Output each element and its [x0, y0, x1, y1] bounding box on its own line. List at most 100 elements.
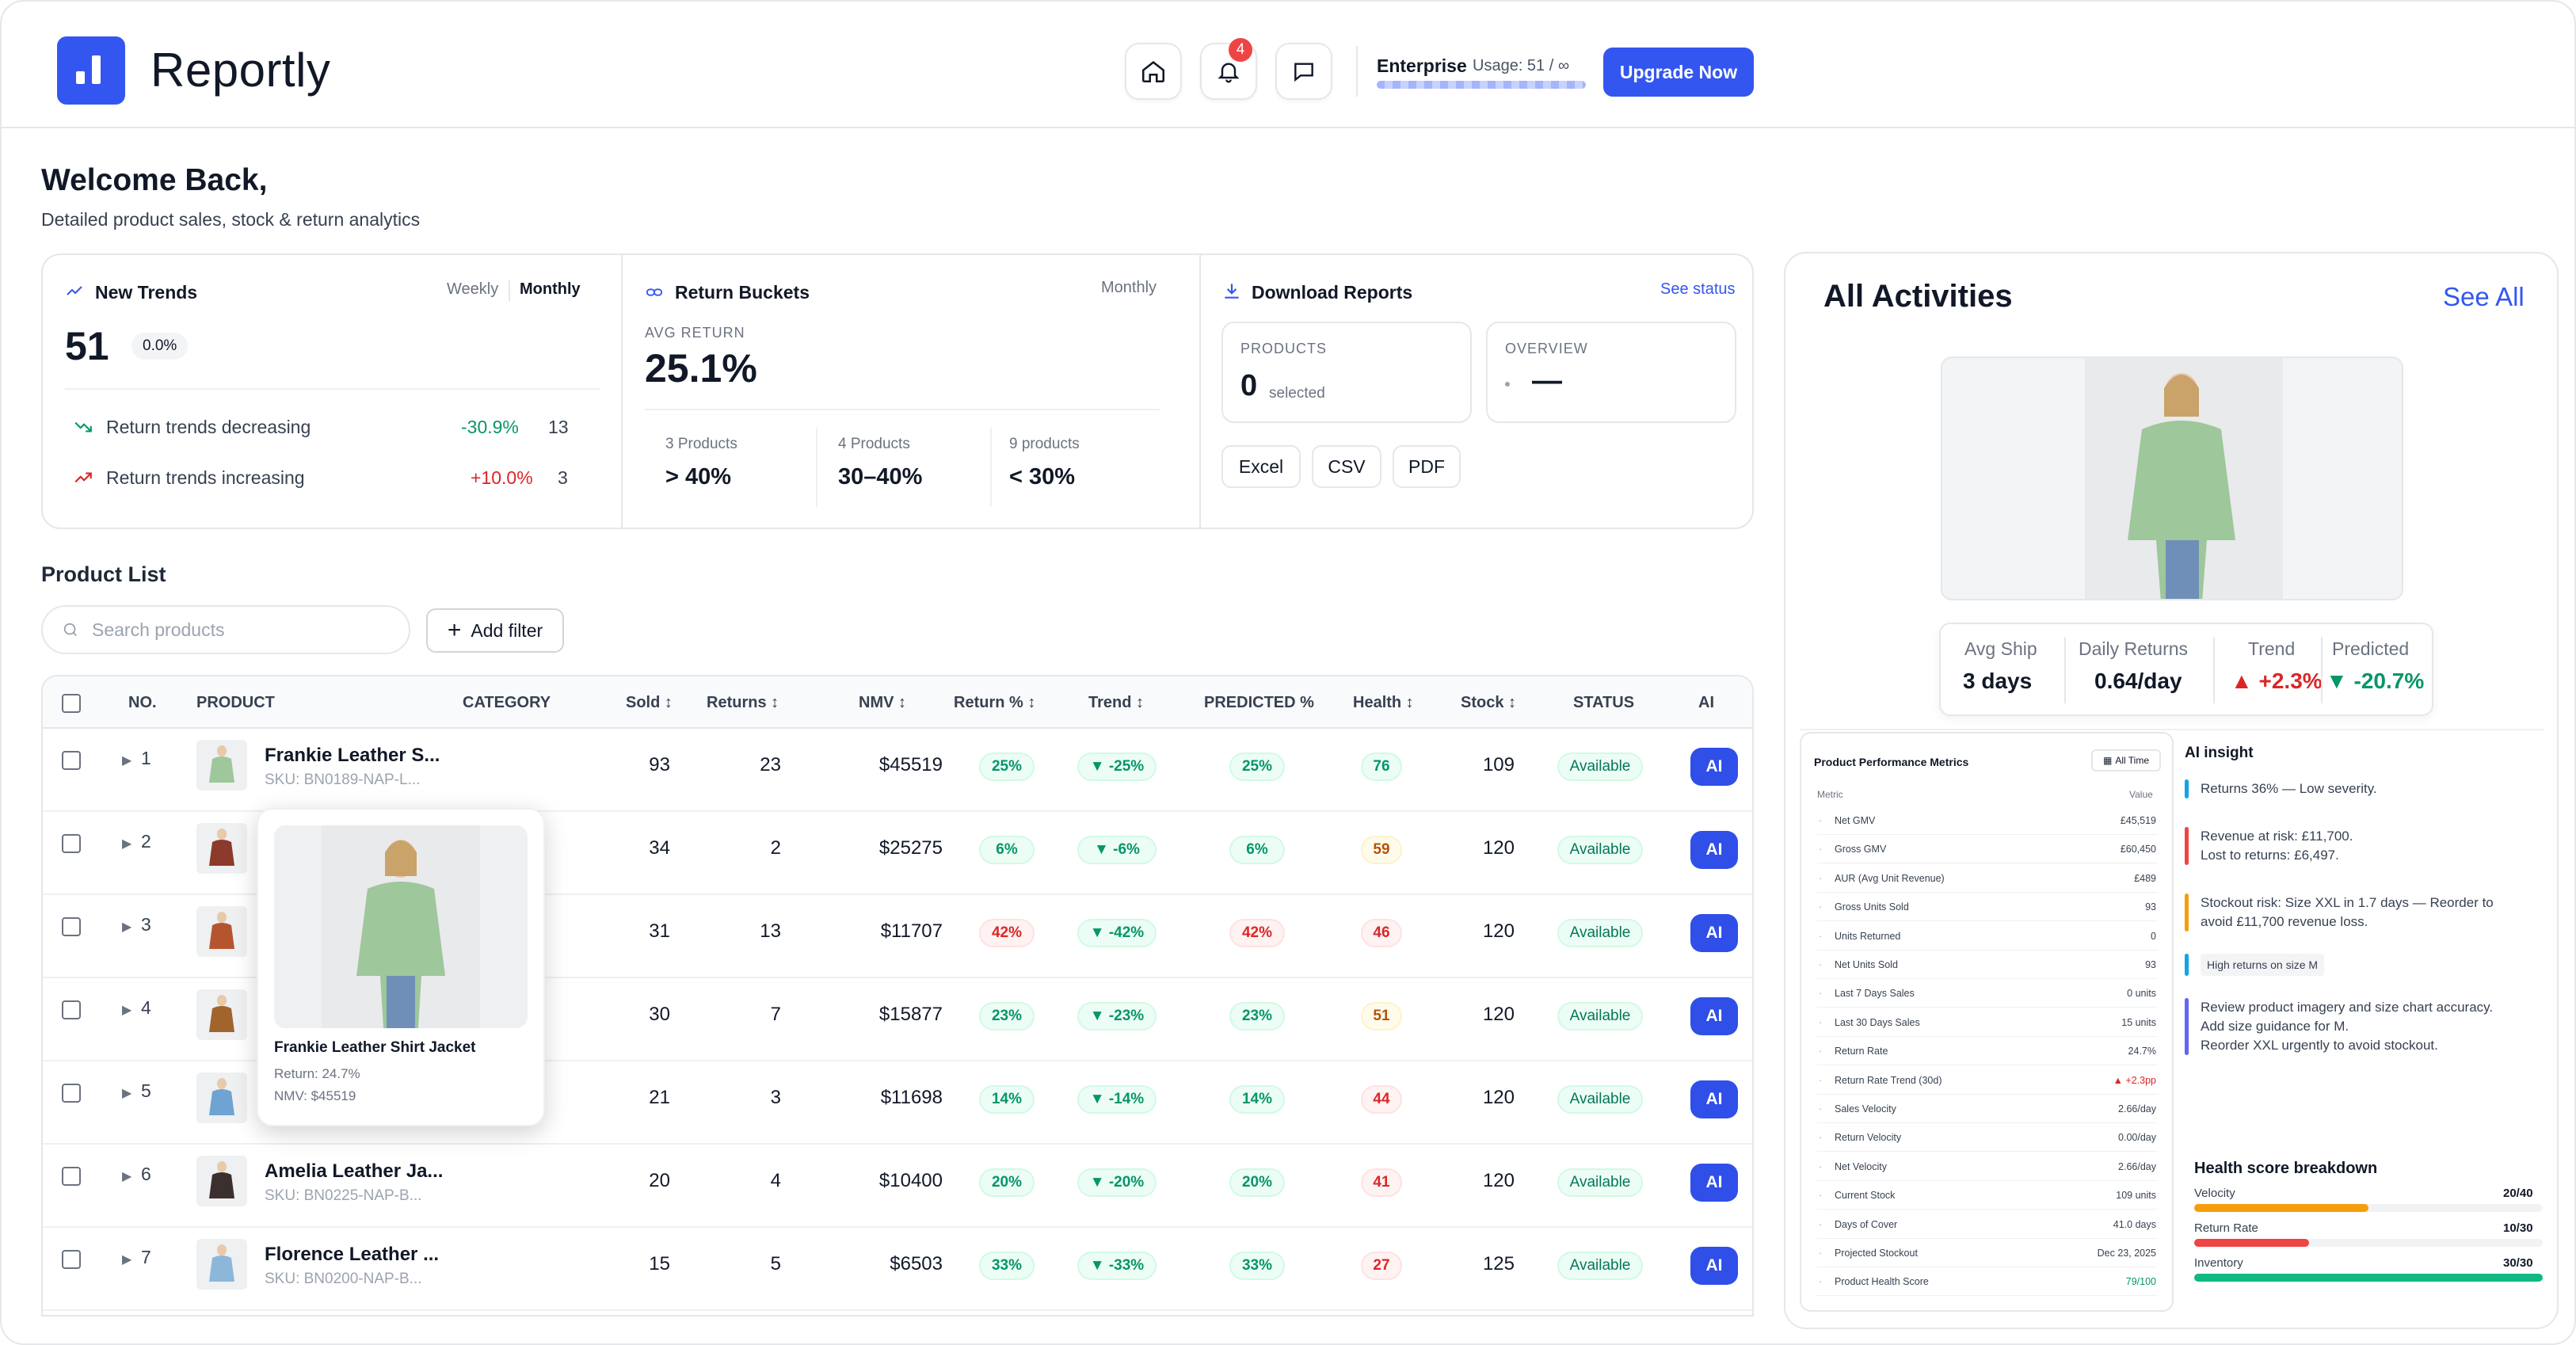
table-row[interactable]: ▶ 6 Amelia Leather Ja... SKU: BN0225-NAP…: [43, 1145, 1752, 1228]
ai-insight-title: AI insight: [2185, 745, 2254, 761]
sold-value: 93: [649, 754, 670, 775]
ai-button[interactable]: AI: [1690, 1247, 1738, 1285]
bullet-icon: ·: [1819, 1046, 1823, 1057]
messages-button[interactable]: [1275, 43, 1332, 100]
download-icon: [1225, 284, 1239, 299]
toggle-weekly[interactable]: Weekly: [447, 280, 499, 298]
search-placeholder: Search products: [92, 619, 225, 640]
select-all-checkbox[interactable]: [62, 694, 81, 713]
table-row[interactable]: ▶ 4 30 7 $15877 23% ▼ -23% 23% 51 120 Av…: [43, 978, 1752, 1061]
col-health[interactable]: Health ↕: [1353, 694, 1414, 711]
ai-button[interactable]: AI: [1690, 831, 1738, 869]
product-thumbnail: [196, 1239, 247, 1290]
metric-name: Last 7 Days Sales: [1835, 988, 1915, 1000]
trend-line-icon: [67, 286, 82, 295]
table-row[interactable]: ▶ 5 21 3 $11698 14% ▼ -14% 14% 44 120 Av…: [43, 1061, 1752, 1145]
product-hover-card: Frankie Leather Shirt Jacket Return: 24.…: [257, 808, 545, 1126]
col-returns[interactable]: Returns ↕: [707, 694, 779, 711]
row-checkbox[interactable]: [62, 1167, 81, 1186]
bucket-products: 4 Products: [838, 436, 910, 452]
row-checkbox[interactable]: [62, 751, 81, 770]
expand-icon[interactable]: ▶: [122, 754, 132, 768]
search-input[interactable]: Search products: [41, 605, 410, 654]
product-name[interactable]: Amelia Leather Ja...: [265, 1160, 444, 1182]
health-badge: 27: [1361, 1252, 1402, 1280]
toggle-monthly[interactable]: Monthly: [520, 280, 581, 298]
col-return-pct[interactable]: Return % ↕: [954, 694, 1036, 711]
table-row[interactable]: ▶ 2 34 2 $25275 6% ▼ -6% 6% 59 120 Avail…: [43, 812, 1752, 895]
see-status-link[interactable]: See status: [1660, 280, 1736, 298]
product-hero-image: [1941, 356, 2403, 600]
products-value: 0: [1240, 369, 1258, 402]
row-checkbox[interactable]: [62, 834, 81, 853]
notifications-button[interactable]: 4: [1200, 38, 1257, 100]
product-thumbnail: [196, 740, 247, 791]
col-stock[interactable]: Stock ↕: [1461, 694, 1517, 711]
bucket-range: < 30%: [1009, 464, 1076, 490]
predicted-badge: 6%: [1229, 836, 1285, 864]
predicted-badge: 20%: [1229, 1168, 1285, 1197]
notification-count-badge: 4: [1229, 38, 1252, 62]
overview-dot: [1505, 382, 1510, 387]
expand-icon[interactable]: ▶: [122, 1253, 132, 1267]
row-checkbox[interactable]: [62, 1250, 81, 1269]
product-name[interactable]: Florence Leather ...: [265, 1244, 440, 1265]
row-checkbox[interactable]: [62, 917, 81, 936]
metric-value: 79/100: [2125, 1276, 2156, 1288]
expand-icon[interactable]: ▶: [122, 1004, 132, 1017]
expand-icon[interactable]: ▶: [122, 837, 132, 851]
sold-value: 15: [649, 1253, 670, 1275]
sold-value: 34: [649, 837, 670, 859]
health-badge: 41: [1361, 1168, 1402, 1197]
expand-icon[interactable]: ▶: [122, 1170, 132, 1183]
ai-button[interactable]: AI: [1690, 914, 1738, 952]
insight-accent: [2185, 893, 2189, 932]
stock-value: 120: [1482, 1087, 1515, 1108]
excel-button[interactable]: Excel: [1221, 445, 1301, 488]
link-icon: [646, 288, 663, 296]
col-trend[interactable]: Trend ↕: [1088, 694, 1145, 711]
plan-name: Enterprise: [1377, 55, 1467, 76]
nmv-value: $15877: [878, 1004, 943, 1025]
activities-title: All Activities: [1823, 279, 2013, 314]
add-filter-button[interactable]: + Add filter: [426, 608, 564, 653]
bullet-icon: ·: [1819, 872, 1823, 884]
health-badge: 51: [1361, 1002, 1402, 1031]
bullet-icon: ·: [1819, 1276, 1823, 1288]
bucket-products: 9 products: [1009, 436, 1080, 452]
product-thumbnail: [196, 906, 247, 957]
calendar-icon: ▦: [2102, 755, 2113, 766]
row-checkbox[interactable]: [62, 1084, 81, 1103]
row-checkbox[interactable]: [62, 1000, 81, 1019]
stat-label: Predicted: [2332, 638, 2410, 659]
csv-button[interactable]: CSV: [1312, 445, 1381, 488]
metrics-col-metric: Metric: [1817, 789, 1843, 800]
table-row[interactable]: ▶ 1 Frankie Leather S... SKU: BN0189-NAP…: [43, 729, 1752, 812]
home-button[interactable]: [1125, 43, 1182, 100]
col-sold[interactable]: Sold ↕: [626, 694, 673, 711]
ai-button[interactable]: AI: [1690, 1080, 1738, 1118]
health-badge: 59: [1361, 836, 1402, 864]
table-row[interactable]: ▶ 7 Florence Leather ... SKU: BN0200-NAP…: [43, 1228, 1752, 1311]
ai-button[interactable]: AI: [1690, 1164, 1738, 1202]
expand-icon[interactable]: ▶: [122, 920, 132, 934]
metric-row: · Projected Stockout Dec 23, 2025: [1817, 1239, 2158, 1267]
table-row[interactable]: ▶ 3 31 13 $11707 42% ▼ -42% 42% 46 120 A…: [43, 895, 1752, 978]
metric-value: 0 units: [2127, 988, 2156, 1000]
returns-value: 4: [770, 1170, 781, 1191]
col-nmv[interactable]: NMV ↕: [859, 694, 906, 711]
insight-text: High returns on size M: [2201, 954, 2325, 976]
brand-name: Reportly: [151, 44, 331, 97]
upgrade-button[interactable]: Upgrade Now: [1603, 48, 1754, 97]
ai-button[interactable]: AI: [1690, 748, 1738, 786]
ai-button[interactable]: AI: [1690, 997, 1738, 1035]
product-name[interactable]: Frankie Leather S...: [265, 745, 440, 766]
metrics-filter-label: All Time: [2115, 755, 2150, 766]
metric-value: 41.0 days: [2113, 1218, 2156, 1230]
stat-label: Daily Returns: [2079, 638, 2189, 659]
expand-icon[interactable]: ▶: [122, 1087, 132, 1100]
insight-text: Revenue at risk: £11,700. Lost to return…: [2201, 829, 2353, 863]
metrics-filter[interactable]: ▦ All Time: [2091, 749, 2161, 772]
see-all-link[interactable]: See All: [2443, 282, 2525, 311]
pdf-button[interactable]: PDF: [1393, 445, 1461, 488]
